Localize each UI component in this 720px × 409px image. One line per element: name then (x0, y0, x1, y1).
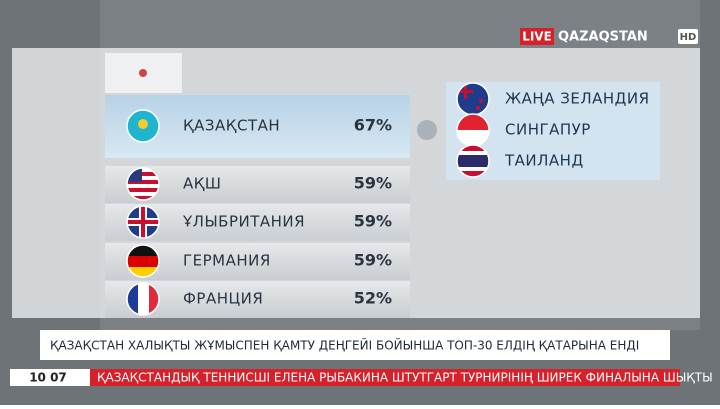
live-text: LIVE (522, 30, 552, 44)
flag-fill (457, 83, 489, 115)
country-value: 52% (354, 289, 392, 308)
flag-part (457, 155, 489, 167)
country-value: 59% (354, 174, 392, 193)
country-name: ҚАЗАҚСТАН (183, 117, 280, 135)
other-list: ЖАҢА ЗЕЛАНДИЯ СИНГАПУР ТАИЛАНД (456, 82, 650, 178)
flag (126, 167, 160, 201)
flag-part (127, 172, 159, 176)
other-country: ЖАҢА ЗЕЛАНДИЯ (505, 90, 650, 108)
flag-part (479, 99, 483, 103)
country-value: 67% (354, 116, 392, 135)
headline-bar (40, 330, 670, 360)
flag-fill (127, 245, 159, 277)
country-name: ҰЛЫБРИТАНИЯ (182, 213, 305, 231)
flag-edge (126, 205, 160, 239)
flag-part (476, 106, 480, 110)
hd-badge (678, 29, 698, 44)
flag-part (138, 119, 148, 129)
flag-fill (127, 206, 159, 238)
flag-part (127, 196, 159, 200)
bullet (417, 120, 437, 140)
flag-part (127, 180, 159, 184)
country-value: 59% (354, 212, 392, 231)
flag-edge (126, 244, 160, 278)
other-country: ТАИЛАНД (504, 152, 584, 170)
flag-part (457, 83, 489, 115)
flag-part (457, 130, 489, 146)
country-name: ГЕРМАНИЯ (183, 252, 271, 270)
live-badge (520, 28, 554, 45)
country-value: 59% (354, 251, 392, 270)
headline: ҚАЗАҚСТАН ХАЛЫҚТЫ ЖҰМЫСПЕН ҚАМТУ ДЕҢГЕЙІ… (50, 338, 639, 353)
flag-edge (456, 144, 490, 178)
flag-part (127, 245, 159, 256)
flag-part (464, 83, 467, 99)
channel-name: QAZAQSTAN (558, 30, 648, 45)
flag-fill (457, 145, 489, 177)
flag-fill (127, 168, 159, 200)
flag-part (141, 206, 145, 238)
flag-edge (126, 109, 160, 143)
country-name: ФРАНЦИЯ (183, 290, 263, 308)
ticker: ҚАЗАҚСТАНДЫҚ ТЕННИСШІ ЕЛЕНА РЫБАКИНА ШТУ… (97, 371, 713, 385)
other-country: СИНГАПУР (505, 121, 591, 139)
ticker-bar (90, 369, 680, 386)
flag-fill (127, 283, 159, 315)
flag (126, 282, 160, 316)
flag-part (138, 283, 149, 315)
flag-part (149, 283, 159, 315)
flag-fill (457, 114, 489, 146)
flag-part (457, 114, 489, 130)
flag-part (127, 283, 138, 315)
flag (456, 144, 490, 178)
flag-edge (126, 167, 160, 201)
flag (126, 205, 160, 239)
flag-fill (127, 110, 159, 142)
ranking-list: ҚАЗАҚСТАН 67% АҚШ 59% ҰЛЫБРИТАНИЯ 59% ГЕРМАНИЯ… (105, 109, 410, 318)
flag (456, 113, 490, 147)
flag (126, 244, 160, 278)
flag-part (127, 267, 159, 277)
country-name: АҚШ (183, 175, 221, 193)
flag-part (127, 256, 159, 267)
hd-text: HD (680, 32, 697, 43)
flag-edge (126, 282, 160, 316)
flag (456, 82, 490, 116)
flag-part (127, 188, 159, 192)
flag (126, 109, 160, 143)
clock-box (10, 369, 90, 386)
small-flag (139, 69, 147, 77)
clock: 10 07 (29, 371, 67, 385)
